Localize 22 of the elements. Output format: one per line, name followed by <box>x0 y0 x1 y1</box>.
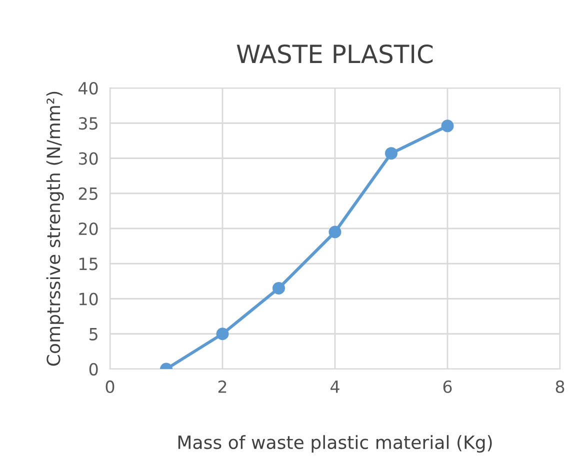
y-tick-label: 30 <box>78 152 98 165</box>
x-tick-label: 4 <box>330 380 340 393</box>
point <box>328 226 342 238</box>
y-tick-label: 0 <box>89 362 98 376</box>
x-tick-label: 6 <box>443 380 452 394</box>
y-tick-label: 15 <box>80 258 98 270</box>
point <box>272 282 285 294</box>
x-tick-label: 2 <box>218 380 226 393</box>
y-tick-label: 35 <box>78 117 98 130</box>
y-tick-label: 40 <box>78 82 98 95</box>
y-axis-title: Comptrssive strength (N/mm²) <box>46 92 64 366</box>
x-tick-label: 8 <box>556 380 564 394</box>
x-tick-label: 0 <box>106 380 114 394</box>
chart-title: WASTE PLASTIC <box>236 44 433 64</box>
y-tick-label: 25 <box>78 187 98 200</box>
y-tick-label: 5 <box>90 328 98 340</box>
y-tick-label: 20 <box>78 222 98 236</box>
point <box>385 147 398 160</box>
y-tick-label: 10 <box>80 292 98 306</box>
point <box>441 120 454 132</box>
x-axis-title: Mass of waste plastic material (Kg) <box>178 435 492 453</box>
point <box>216 328 229 340</box>
